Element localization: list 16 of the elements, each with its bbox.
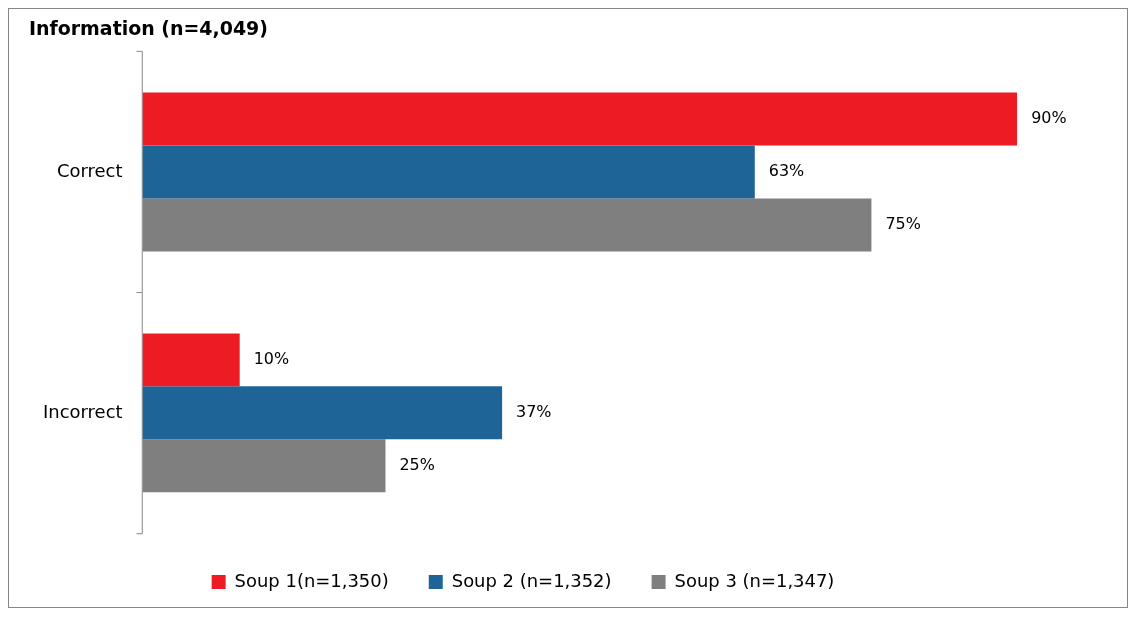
y-tick-label: Correct <box>57 159 123 181</box>
bar <box>142 333 240 387</box>
legend-label: Soup 2 (n=1,352) <box>451 569 612 591</box>
legend-label: Soup 1(n=1,350) <box>234 569 389 591</box>
data-label: 90% <box>1031 108 1067 128</box>
legend-label: Soup 3 (n=1,347) <box>674 569 835 591</box>
data-label: 63% <box>768 161 805 181</box>
data-label: 75% <box>885 214 921 234</box>
data-label: 25% <box>399 454 435 474</box>
bar <box>142 145 755 199</box>
y-tick-label: Incorrect <box>43 400 123 422</box>
chart-title: Information (n=4,049) <box>28 17 268 40</box>
bar <box>142 92 1018 146</box>
bar <box>142 386 503 440</box>
data-label: 37% <box>516 402 552 421</box>
data-label: 10% <box>253 349 290 369</box>
